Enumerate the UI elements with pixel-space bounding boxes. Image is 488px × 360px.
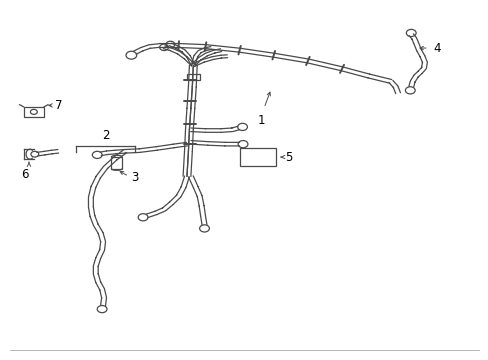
Text: 4: 4 [432,41,440,54]
Text: 5: 5 [285,150,292,163]
Bar [186,74,199,80]
Text: 7: 7 [55,99,62,112]
Bar [111,157,122,168]
Bar [239,148,276,166]
Text: 3: 3 [131,171,139,184]
Bar [23,107,44,117]
Text: 1: 1 [257,114,265,127]
Text: 6: 6 [21,168,29,181]
Text: 2: 2 [102,129,109,142]
